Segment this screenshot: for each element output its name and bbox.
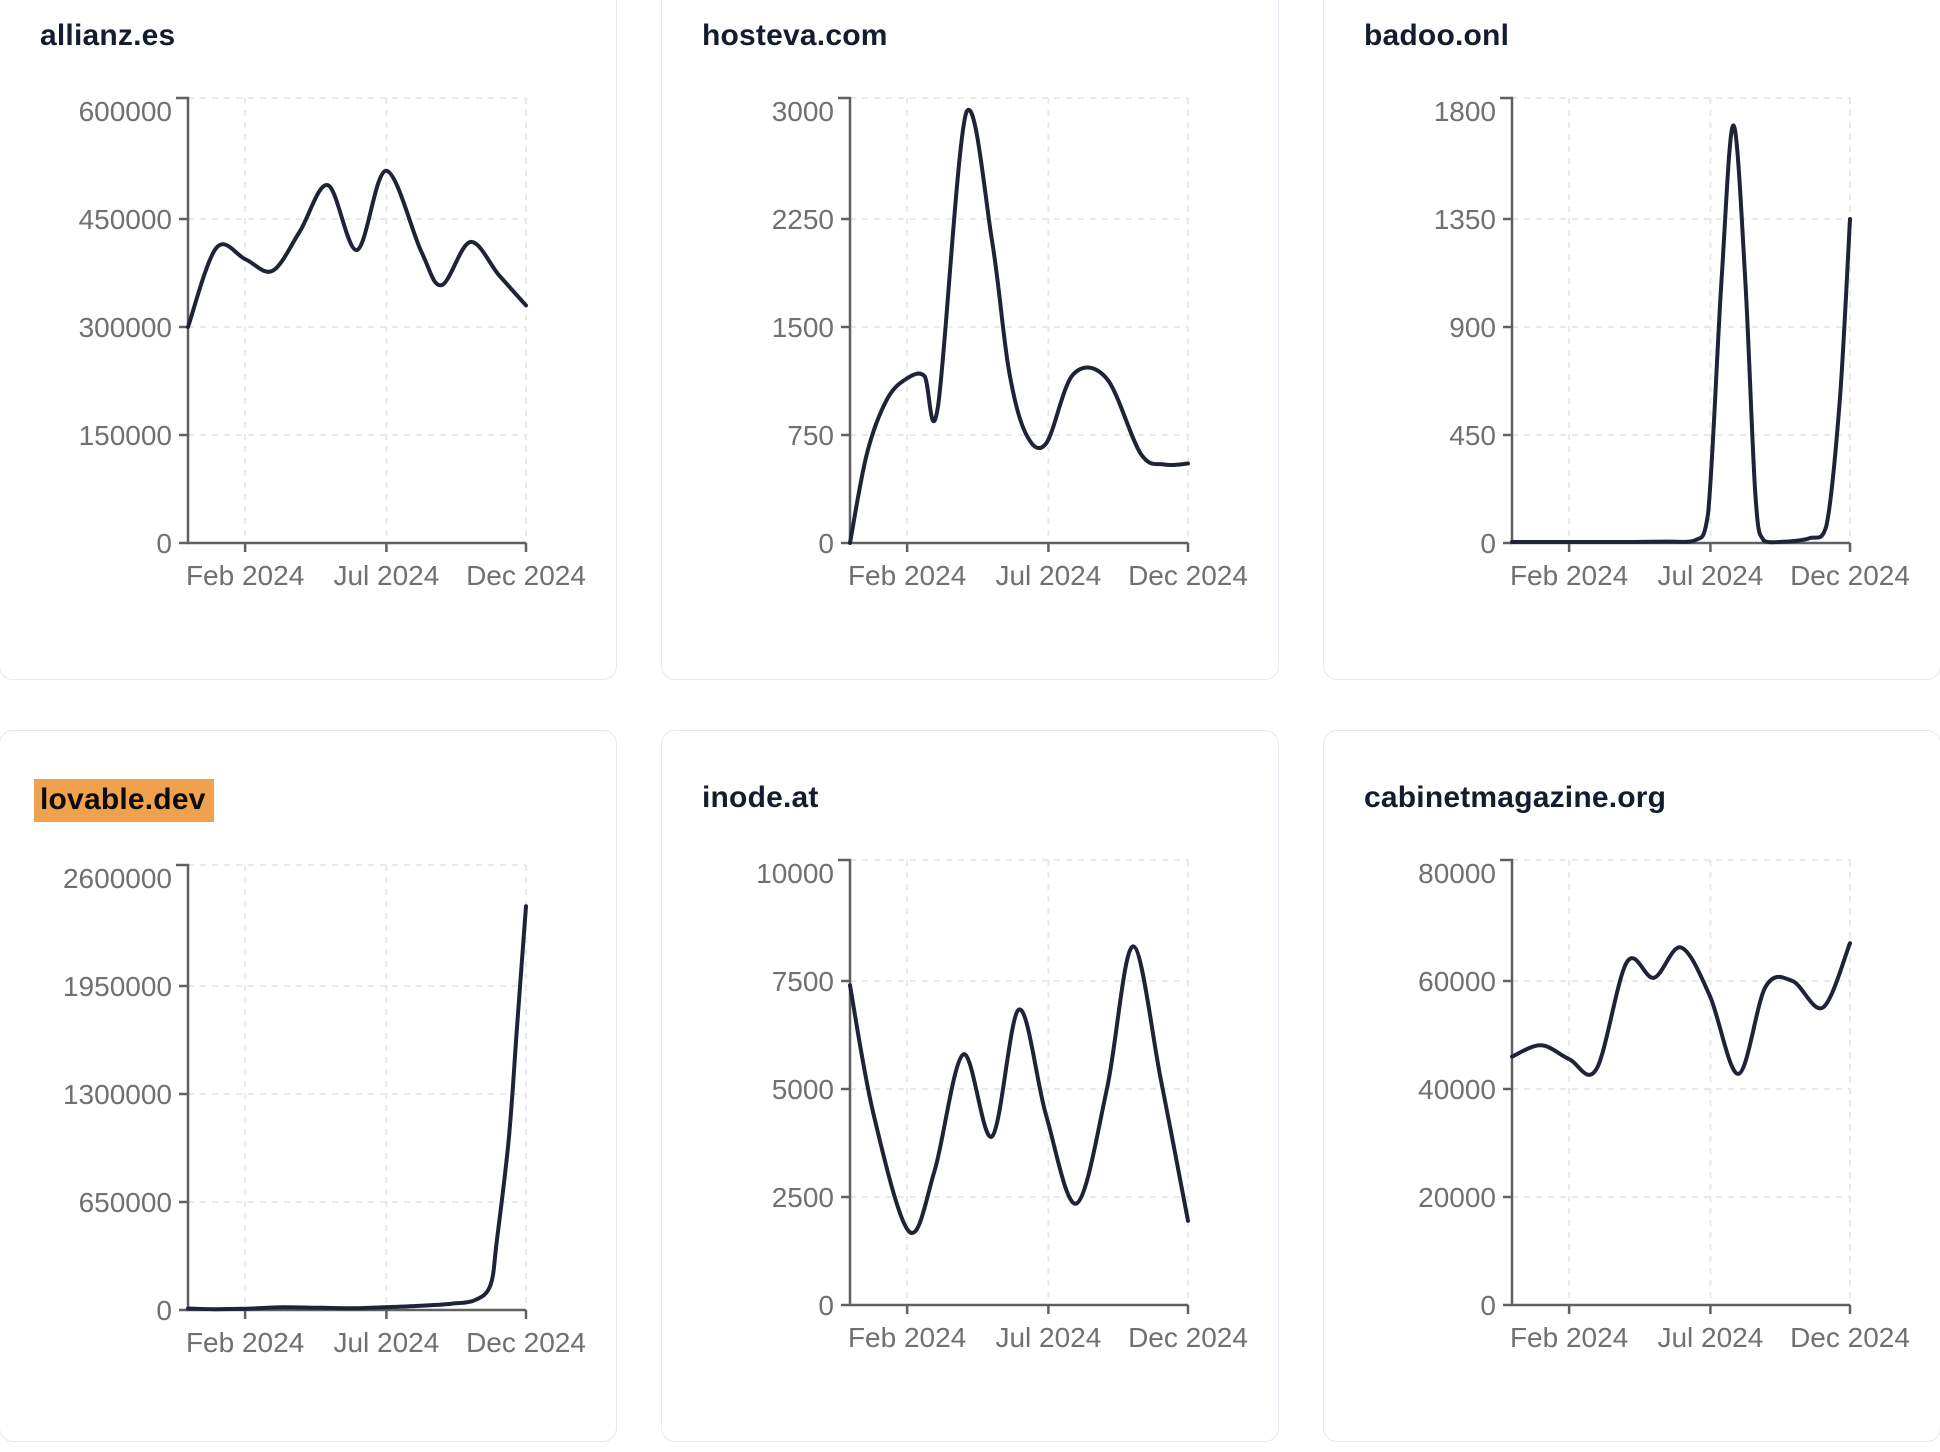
x-tick-label: Jul 2024	[1657, 560, 1763, 591]
x-tick-label: Jul 2024	[333, 1327, 439, 1358]
chart-title: cabinetmagazine.org	[1364, 779, 1940, 817]
chart-title-highlight: lovable.dev	[34, 779, 214, 822]
chart-title: allianz.es	[40, 17, 616, 55]
x-tick-label: Jul 2024	[995, 560, 1101, 591]
chart-canvas: 600000 450000 300000 150000 0 Feb 2024 Jul 202…	[79, 96, 586, 591]
y-tick-label: 20000	[1418, 1182, 1496, 1213]
y-tick-label: 450000	[79, 204, 172, 235]
chart-card: hosteva.com 3000 2250 1500 750 0 Feb 2024 Jul …	[661, 0, 1279, 680]
chart-card: badoo.onl 1800 1350 900 450 0 Feb 2024 Jul 202…	[1323, 0, 1940, 680]
x-tick-label: Dec 2024	[1128, 560, 1248, 591]
chart-canvas: 3000 2250 1500 750 0 Feb 2024 Jul 2024 Dec 2024	[772, 96, 1248, 591]
x-tick-label: Jul 2024	[1657, 1322, 1763, 1353]
y-tick-label: 0	[156, 1295, 172, 1326]
chart-canvas: 10000 7500 5000 2500 0 Feb 2024 Jul 2024 Dec 20…	[756, 858, 1248, 1353]
chart-title-text: hosteva.com	[702, 19, 888, 52]
x-tick-label: Dec 2024	[466, 560, 586, 591]
y-tick-label: 0	[818, 528, 834, 559]
chart-title: hosteva.com	[702, 17, 1278, 55]
x-tick-label: Dec 2024	[1790, 560, 1910, 591]
y-tick-label: 2600000	[63, 863, 172, 894]
x-tick-label: Jul 2024	[995, 1322, 1101, 1353]
y-tick-label: 2250	[772, 204, 834, 235]
y-tick-label: 0	[1480, 1290, 1496, 1321]
chart-title: inode.at	[702, 779, 1278, 817]
y-tick-label: 5000	[772, 1074, 834, 1105]
series-line	[848, 944, 1190, 1235]
y-tick-label: 60000	[1418, 966, 1496, 997]
chart-card: lovable.dev 2600000 1950000 1300000 650000 0…	[0, 730, 617, 1442]
series-line	[186, 168, 528, 329]
y-tick-label: 0	[156, 528, 172, 559]
x-tick-label: Feb 2024	[848, 1322, 966, 1353]
x-tick-label: Feb 2024	[848, 560, 966, 591]
y-tick-label: 150000	[79, 420, 172, 451]
y-tick-label: 1350	[1434, 204, 1496, 235]
x-tick-label: Dec 2024	[466, 1327, 586, 1358]
chart-card: allianz.es 600000 450000 300000 150000 0 Feb …	[0, 0, 617, 680]
chart-card: inode.at 10000 7500 5000 2500 0 Feb 2024 Jul 2…	[661, 730, 1279, 1442]
chart-canvas: 80000 60000 40000 20000 0 Feb 2024 Jul 2024 Dec…	[1418, 858, 1910, 1353]
y-tick-label: 10000	[756, 858, 834, 889]
y-tick-label: 1950000	[63, 971, 172, 1002]
x-tick-label: Dec 2024	[1128, 1322, 1248, 1353]
chart-title: badoo.onl	[1364, 17, 1940, 55]
chart-canvas: 2600000 1950000 1300000 650000 0 Feb 2024 Jul …	[63, 863, 586, 1358]
y-tick-label: 300000	[79, 312, 172, 343]
x-tick-label: Feb 2024	[1510, 1322, 1628, 1353]
y-tick-label: 3000	[772, 96, 834, 127]
y-tick-label: 650000	[79, 1187, 172, 1218]
y-tick-label: 750	[787, 420, 834, 451]
y-tick-label: 40000	[1418, 1074, 1496, 1105]
chart-title-text: inode.at	[702, 781, 819, 814]
chart-title-text: badoo.onl	[1364, 19, 1510, 52]
x-tick-label: Feb 2024	[186, 560, 304, 591]
x-tick-label: Jul 2024	[333, 560, 439, 591]
y-tick-label: 80000	[1418, 858, 1496, 889]
chart-title: lovable.dev	[34, 779, 616, 822]
y-tick-label: 0	[818, 1290, 834, 1321]
chart-card: cabinetmagazine.org 80000 60000 40000 20000…	[1323, 730, 1940, 1442]
chart-title-text: allianz.es	[40, 19, 176, 52]
chart-canvas: 1800 1350 900 450 0 Feb 2024 Jul 2024 Dec 2024	[1434, 96, 1910, 591]
y-tick-label: 0	[1480, 528, 1496, 559]
y-tick-label: 900	[1449, 312, 1496, 343]
x-tick-label: Dec 2024	[1790, 1322, 1910, 1353]
y-tick-label: 7500	[772, 966, 834, 997]
series-line	[848, 107, 1190, 545]
y-tick-label: 1300000	[63, 1079, 172, 1110]
x-tick-label: Feb 2024	[1510, 560, 1628, 591]
y-tick-label: 2500	[772, 1182, 834, 1213]
series-line	[1510, 123, 1852, 545]
y-tick-label: 600000	[79, 96, 172, 127]
series-line	[186, 904, 528, 1312]
chart-title-text: cabinetmagazine.org	[1364, 781, 1667, 814]
series-line	[1510, 941, 1852, 1077]
y-tick-label: 1800	[1434, 96, 1496, 127]
y-tick-label: 450	[1449, 420, 1496, 451]
x-tick-label: Feb 2024	[186, 1327, 304, 1358]
y-tick-label: 1500	[772, 312, 834, 343]
